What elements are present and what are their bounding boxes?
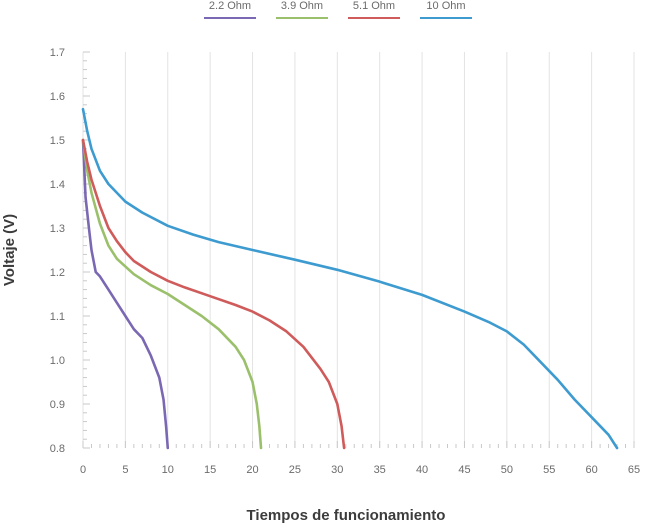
y-axis-ticks: 0.8 0.9 1.0 1.1 1.2 1.3 1.4 1.5 1.6 1.7: [50, 47, 65, 455]
x-tick-label: 30: [331, 464, 343, 476]
legend-label: 5.1 Ohm: [353, 0, 395, 12]
legend-label: 2.2 Ohm: [209, 0, 251, 12]
y-tick-label: 1.5: [50, 135, 65, 147]
x-tick-label: 50: [501, 464, 513, 476]
y-tick-label: 1.2: [50, 267, 65, 279]
legend-label: 3.9 Ohm: [281, 0, 323, 12]
x-axis-title: Tiempos de funcionamiento: [247, 507, 446, 523]
x-tick-label: 10: [162, 464, 174, 476]
minor-ticks: [82, 51, 635, 449]
x-tick-label: 35: [374, 464, 386, 476]
y-tick-label: 0.9: [50, 399, 65, 411]
grid: [82, 52, 635, 448]
series-line-4: [81, 107, 619, 450]
series-line-1: [81, 138, 170, 450]
y-tick-label: 1.3: [50, 223, 65, 235]
x-tick-label: 5: [122, 464, 128, 476]
y-tick-label: 1.0: [50, 355, 65, 367]
series-line-2: [81, 138, 263, 450]
x-tick-label: 65: [628, 464, 640, 476]
x-axis-ticks: 0 5 10 15 20 25 30 35 40 45 50 55 60 65: [80, 464, 640, 476]
y-tick-label: 0.8: [50, 443, 65, 455]
x-tick-label: 45: [458, 464, 470, 476]
y-tick-label: 1.6: [50, 91, 65, 103]
legend-label: 10 Ohm: [426, 0, 465, 12]
x-tick-label: 25: [289, 464, 301, 476]
x-tick-label: 60: [585, 464, 597, 476]
x-tick-label: 0: [80, 464, 86, 476]
y-tick-label: 1.7: [50, 47, 65, 59]
y-tick-label: 1.4: [50, 179, 65, 191]
series-lines: [81, 107, 619, 450]
legend: 2.2 Ohm 3.9 Ohm 5.1 Ohm 10 Ohm: [204, 0, 472, 19]
x-tick-label: 55: [543, 464, 555, 476]
y-axis-title: Voltaje (V): [1, 214, 18, 286]
x-tick-label: 20: [246, 464, 258, 476]
y-tick-label: 1.1: [50, 311, 65, 323]
x-tick-label: 15: [204, 464, 216, 476]
series-line-3: [81, 138, 346, 450]
x-tick-label: 40: [416, 464, 428, 476]
